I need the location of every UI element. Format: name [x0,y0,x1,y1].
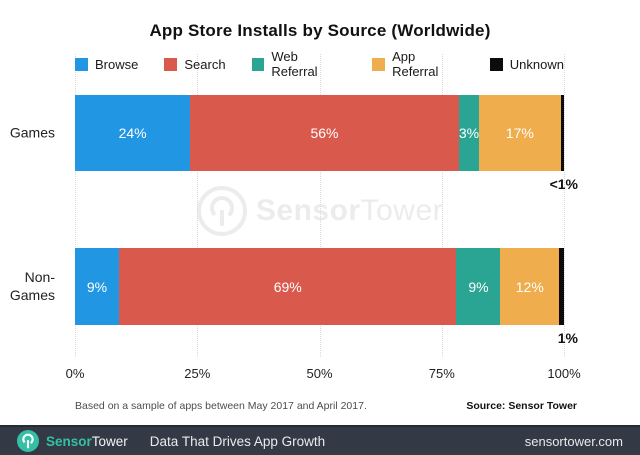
footnote-text: Based on a sample of apps between May 20… [75,400,367,412]
segment-value-label: 24% [118,125,147,141]
category-label-games: Games [9,124,55,141]
legend-item-unknown: Unknown [489,56,564,72]
gridline-0 [75,54,76,357]
footer-brand[interactable]: SensorTower [17,430,128,452]
category-label-non-games: Non- Games [9,268,55,304]
watermark-tower: Tower [360,194,444,227]
footnote-row: Based on a sample of apps between May 20… [0,384,640,412]
bar-non-games: Non- Games 9% 69% 9% 12% [10,248,565,325]
segment-value-label: 56% [310,125,339,141]
footer-brand-sensor: Sensor [46,433,92,449]
legend-label: Search [184,56,226,72]
sensortower-logo-icon [17,430,39,452]
segment-value-label: 17% [505,125,534,141]
gridline-75 [441,54,443,357]
x-tick-50: 50% [306,366,333,381]
x-tick-75: 75% [428,366,455,381]
gridline-100 [564,54,565,357]
x-tick-25: 25% [184,366,211,381]
segment-app-referral: 12% [500,248,560,325]
source-text: Source: Sensor Tower [466,400,577,412]
x-tick-100: 100% [547,366,581,381]
segment-web-referral: 9% [456,248,501,325]
segment-unknown [560,95,564,171]
segment-value-label: 12% [515,278,544,295]
watermark-sensor: Sensor [255,194,361,227]
x-axis: 0% 25% 50% 75% 100% [66,366,581,384]
x-tick-0: 0% [65,366,85,381]
segment-value-label: 3% [458,125,480,141]
segment-value-label: 69% [273,278,302,295]
segment-value-label: 9% [86,278,108,295]
sensortower-watermark-logo-icon [196,186,247,236]
watermark: SensorTower [75,182,564,240]
footer-brand-tower: Tower [91,433,128,449]
page-title: App Store Installs by Source (Worldwide) [149,21,491,40]
segment-unknown [559,248,565,325]
gridline-25 [197,54,199,357]
segment-browse: 24% [75,95,191,171]
legend-swatch-icon [164,57,178,71]
legend-item-app-referral: App Referral [372,49,463,79]
segment-search: 69% [119,248,457,325]
legend-swatch-icon [251,57,265,71]
legend-label: Unknown [509,56,564,72]
footer-brand-text: SensorTower [46,434,128,449]
legend-item-search: Search [164,56,226,72]
watermark-text: SensorTower [256,194,443,228]
legend-item-web-referral: Web Referral [251,49,347,79]
legend-label: Web Referral [271,49,318,79]
chart-plot-area: Browse Search Web Referral App Referral Unkn… [10,49,578,357]
footer-tagline: Data That Drives App Growth [149,433,326,449]
chart-legend: Browse Search Web Referral App Referral Unkn… [75,49,564,79]
legend-swatch-icon [489,57,503,71]
segment-app-referral: 17% [479,95,561,171]
segment-search: 56% [190,95,459,171]
legend-label: App Referral [392,49,439,79]
segment-web-referral: 3% [458,95,480,171]
segment-value-label: 9% [468,278,489,295]
legend-swatch-icon [372,57,386,71]
segment-browse: 9% [75,248,120,325]
unknown-label-games: <1% [549,176,578,192]
footer-bar: SensorTower Data That Drives App Growth … [0,425,640,455]
legend-label: Browse [95,56,139,72]
unknown-label-non-games: 1% [557,330,578,346]
bar-games: Games 24% 56% 3% 17% [10,95,564,171]
footer-url[interactable]: sensortower.com [524,433,623,449]
legend-swatch-icon [75,57,88,71]
legend-item-browse: Browse [75,57,138,72]
gridline-50 [319,54,321,357]
